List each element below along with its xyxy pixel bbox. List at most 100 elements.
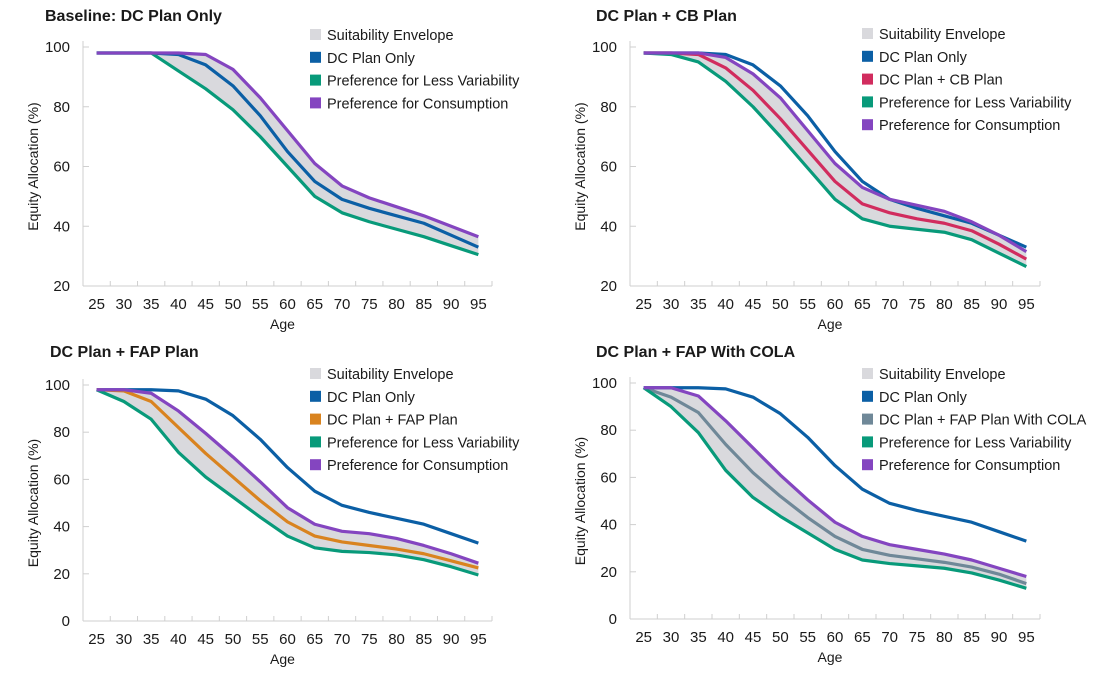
x-tick-label: 55	[252, 631, 269, 648]
legend-swatch	[310, 414, 321, 425]
y-tick-label: 100	[592, 39, 617, 56]
legend-label: Preference for Consumption	[879, 118, 1060, 134]
x-tick-label: 85	[415, 631, 432, 648]
y-axis-title: Equity Allocation (%)	[25, 439, 41, 567]
y-axis-title: Equity Allocation (%)	[572, 437, 588, 565]
y-tick-label: 40	[53, 218, 70, 235]
x-tick-label: 80	[936, 629, 953, 646]
legend: Suitability Envelope DC Plan Only Preferen…	[310, 28, 520, 112]
legend-label: DC Plan Only	[327, 51, 416, 67]
y-tick-label: 80	[600, 99, 617, 116]
x-tick-label: 90	[991, 296, 1008, 313]
legend-swatch	[862, 459, 873, 470]
x-tick-label: 25	[88, 296, 105, 313]
x-tick-label: 55	[799, 296, 816, 313]
x-tick-label: 75	[361, 296, 378, 313]
legend-label: DC Plan Only	[327, 390, 416, 406]
legend-label: Suitability Envelope	[879, 367, 1006, 383]
y-tick-label: 60	[600, 469, 617, 486]
y-tick-label: 40	[53, 519, 70, 536]
chart-title: DC Plan + FAP Plan	[50, 344, 199, 361]
y-axis-title: Equity Allocation (%)	[25, 102, 41, 230]
legend-swatch	[862, 391, 873, 402]
x-axis-title: Age	[270, 651, 295, 667]
legend-label: Preference for Less Variability	[879, 95, 1072, 111]
legend-swatch	[862, 51, 873, 62]
x-tick-label: 80	[388, 296, 405, 313]
y-tick-label: 80	[53, 99, 70, 116]
legend-swatch-envelope	[862, 368, 873, 379]
x-tick-label: 85	[963, 629, 980, 646]
legend-swatch-envelope	[310, 368, 321, 379]
x-tick-label: 30	[116, 631, 133, 648]
x-tick-label: 25	[88, 631, 105, 648]
y-tick-label: 20	[600, 278, 617, 295]
legend-label: DC Plan + FAP Plan With COLA	[879, 413, 1087, 429]
legend-swatch	[310, 75, 321, 86]
legend-label: DC Plan Only	[879, 390, 968, 406]
y-tick-label: 60	[600, 159, 617, 176]
y-tick-label: 60	[53, 159, 70, 176]
x-tick-label: 30	[663, 629, 680, 646]
legend-swatch	[862, 119, 873, 130]
legend-label: Preference for Consumption	[327, 458, 508, 474]
x-axis-title: Age	[818, 649, 843, 665]
chart-title: DC Plan + FAP With COLA	[596, 344, 796, 361]
legend-swatch-envelope	[310, 29, 321, 40]
y-tick-label: 100	[592, 375, 617, 392]
x-tick-label: 40	[170, 296, 187, 313]
x-tick-label: 65	[306, 296, 323, 313]
x-tick-label: 95	[470, 296, 487, 313]
x-tick-label: 85	[963, 296, 980, 313]
x-tick-label: 55	[252, 296, 269, 313]
x-tick-label: 65	[854, 629, 871, 646]
x-tick-label: 65	[854, 296, 871, 313]
y-tick-label: 20	[600, 564, 617, 581]
legend-label: Suitability Envelope	[327, 28, 454, 44]
x-tick-label: 55	[799, 629, 816, 646]
x-tick-label: 75	[909, 296, 926, 313]
y-tick-label: 0	[62, 613, 70, 630]
legend-swatch	[862, 74, 873, 85]
legend-label: Preference for Consumption	[879, 458, 1060, 474]
x-tick-label: 25	[635, 629, 652, 646]
y-tick-label: 60	[53, 471, 70, 488]
x-tick-label: 45	[745, 296, 762, 313]
x-tick-label: 70	[334, 296, 351, 313]
legend-label: Suitability Envelope	[327, 367, 454, 383]
x-tick-label: 70	[334, 631, 351, 648]
x-tick-label: 75	[361, 631, 378, 648]
x-tick-label: 60	[827, 629, 844, 646]
chart-title: DC Plan + CB Plan	[596, 8, 737, 25]
x-tick-label: 45	[197, 631, 214, 648]
y-axis-title: Equity Allocation (%)	[572, 102, 588, 230]
x-tick-label: 40	[717, 629, 734, 646]
x-tick-label: 95	[470, 631, 487, 648]
x-tick-label: 85	[415, 296, 432, 313]
x-tick-label: 60	[279, 631, 296, 648]
chart-title: Baseline: DC Plan Only	[45, 8, 222, 25]
x-tick-label: 50	[225, 631, 242, 648]
x-tick-label: 25	[635, 296, 652, 313]
y-tick-label: 100	[45, 377, 70, 394]
x-tick-label: 40	[717, 296, 734, 313]
legend-swatch-envelope	[862, 28, 873, 39]
legend-label: Suitability Envelope	[879, 27, 1006, 43]
legend-label: DC Plan + FAP Plan	[327, 413, 458, 429]
x-tick-label: 70	[881, 629, 898, 646]
y-tick-label: 20	[53, 278, 70, 295]
x-tick-label: 90	[443, 631, 460, 648]
legend-label: Preference for Less Variability	[327, 435, 520, 451]
legend-label: Preference for Consumption	[327, 96, 508, 112]
x-tick-label: 75	[909, 629, 926, 646]
legend-label: DC Plan Only	[879, 50, 968, 66]
y-tick-label: 20	[53, 566, 70, 583]
x-tick-label: 35	[690, 296, 707, 313]
x-tick-label: 60	[827, 296, 844, 313]
legend-swatch	[862, 96, 873, 107]
